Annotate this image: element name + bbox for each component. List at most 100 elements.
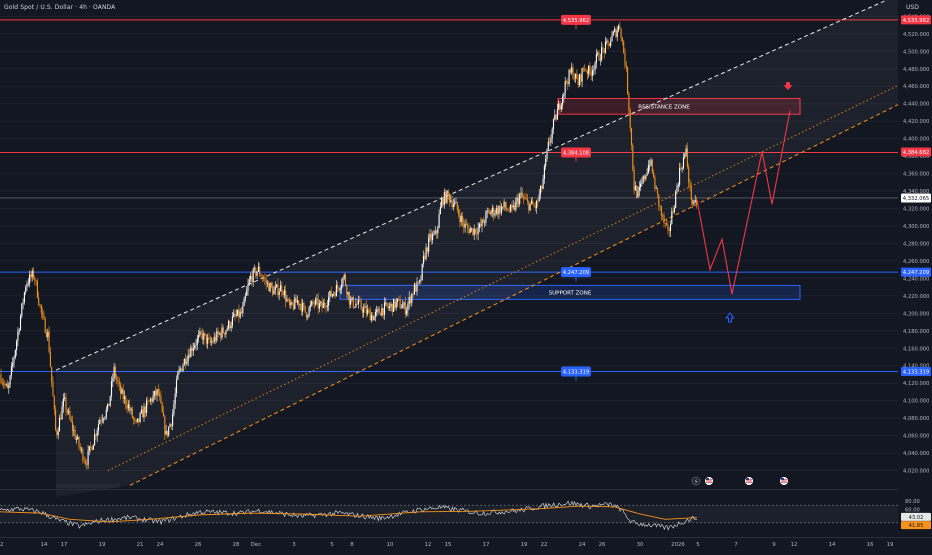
candle-body bbox=[473, 228, 475, 235]
candle bbox=[131, 406, 133, 419]
candle bbox=[309, 300, 311, 312]
candle bbox=[177, 371, 179, 381]
candle-body bbox=[34, 277, 36, 281]
candle bbox=[313, 300, 315, 310]
candle-body bbox=[238, 309, 240, 318]
candle-body bbox=[304, 305, 306, 313]
candle-body bbox=[207, 337, 209, 344]
projection bbox=[696, 82, 793, 323]
currency-label[interactable]: USD bbox=[906, 4, 919, 11]
candle bbox=[13, 355, 15, 368]
candle-body bbox=[87, 450, 89, 465]
candle-body bbox=[671, 211, 673, 225]
candle-body bbox=[474, 228, 477, 233]
candle-body bbox=[679, 167, 681, 185]
candle bbox=[139, 411, 141, 424]
candle-body bbox=[365, 306, 367, 314]
candle bbox=[458, 205, 460, 218]
candle-body bbox=[140, 409, 142, 414]
candle bbox=[92, 444, 94, 451]
candle-body bbox=[204, 333, 206, 335]
candle bbox=[338, 287, 340, 293]
axis-badge-text: 4,247.209 bbox=[903, 270, 929, 276]
candle-body bbox=[289, 299, 291, 306]
candle-body bbox=[439, 206, 441, 215]
candle bbox=[538, 189, 540, 202]
candle-body bbox=[571, 67, 573, 73]
candle bbox=[201, 328, 204, 344]
candle-body bbox=[430, 234, 432, 241]
candle-body bbox=[299, 304, 301, 306]
candle bbox=[469, 226, 471, 234]
candle-body bbox=[322, 302, 324, 308]
candle-body bbox=[352, 297, 354, 308]
candle-body bbox=[355, 303, 357, 308]
candle bbox=[416, 277, 418, 296]
candle bbox=[684, 152, 686, 160]
candle bbox=[227, 319, 230, 331]
candle bbox=[129, 399, 131, 414]
candle-body bbox=[113, 366, 115, 379]
candle bbox=[534, 201, 536, 212]
candle-body bbox=[22, 302, 24, 304]
candle bbox=[32, 267, 35, 280]
candle-body bbox=[224, 332, 226, 335]
rsi-panel bbox=[0, 489, 932, 531]
candle bbox=[407, 301, 409, 317]
rsi-ma-line bbox=[0, 505, 698, 523]
candle-body bbox=[507, 209, 509, 211]
symbol-title: Gold Spot / U.S. Dollar · 4h · OANDA bbox=[4, 4, 116, 11]
x-tick-label: 21 bbox=[137, 542, 144, 548]
candle bbox=[593, 65, 595, 76]
candle-body bbox=[100, 420, 102, 421]
candle-body bbox=[329, 290, 331, 298]
candle bbox=[4, 380, 6, 389]
candle-body bbox=[86, 463, 88, 465]
candle bbox=[190, 344, 192, 358]
candle bbox=[355, 297, 357, 309]
candle-body bbox=[569, 69, 571, 73]
candle bbox=[0, 368, 2, 385]
candle-body bbox=[690, 186, 692, 200]
candle bbox=[305, 312, 308, 321]
candle bbox=[291, 301, 293, 306]
candle-body bbox=[660, 206, 662, 216]
candle bbox=[49, 346, 51, 368]
candle bbox=[377, 306, 379, 316]
candle bbox=[162, 406, 165, 417]
candle-body bbox=[673, 207, 675, 213]
candle bbox=[367, 304, 369, 317]
candle-body bbox=[53, 396, 55, 410]
candle bbox=[545, 154, 547, 170]
x-tick-label: 14 bbox=[41, 542, 48, 548]
candle-body bbox=[313, 303, 315, 305]
candle-body bbox=[646, 172, 648, 176]
candle-body bbox=[638, 187, 640, 191]
candle bbox=[694, 194, 696, 204]
candle-body bbox=[538, 194, 540, 201]
candle bbox=[23, 291, 25, 305]
candle-body bbox=[354, 307, 356, 308]
candle bbox=[641, 177, 643, 187]
candle-body bbox=[231, 316, 233, 326]
candle-body bbox=[318, 303, 321, 309]
candle-body bbox=[567, 82, 569, 84]
candle-body bbox=[81, 449, 83, 450]
candle-body bbox=[408, 296, 410, 304]
candle-body bbox=[286, 299, 288, 302]
candle bbox=[591, 65, 594, 82]
candle-body bbox=[382, 308, 384, 315]
candle-body bbox=[292, 304, 295, 309]
x-tick-label: 19 bbox=[521, 542, 528, 548]
candle bbox=[632, 143, 634, 172]
channel-fill bbox=[56, 483, 120, 488]
candle bbox=[389, 302, 391, 311]
candle-body bbox=[641, 182, 643, 184]
candle-body bbox=[412, 293, 414, 295]
candle-body bbox=[270, 283, 272, 287]
candle bbox=[127, 400, 129, 412]
candle-body bbox=[608, 43, 610, 46]
candle bbox=[248, 275, 250, 286]
